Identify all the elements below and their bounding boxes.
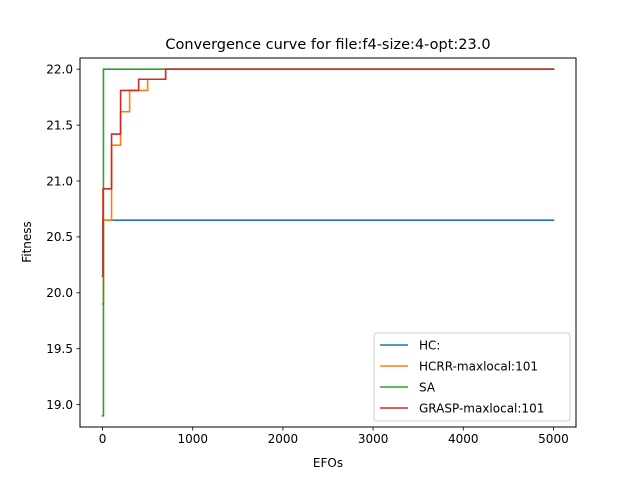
y-tick-label: 19.5 — [46, 342, 73, 356]
legend-label-2: SA — [419, 381, 436, 395]
x-tick-label: 2000 — [268, 432, 299, 446]
legend-label-3: GRASP-maxlocal:101 — [419, 402, 544, 416]
x-tick-label: 3000 — [358, 432, 389, 446]
y-tick-label: 19.0 — [46, 398, 73, 412]
legend: HC: HCRR-maxlocal:101 SA GRASP-maxlocal:101 — [373, 332, 571, 422]
x-tick-label: 5000 — [538, 432, 569, 446]
x-tick-label: 4000 — [448, 432, 479, 446]
y-tick-label: 22.0 — [46, 62, 73, 76]
y-axis: 19.0 19.5 20.0 20.5 21.0 21.5 22.0 — [46, 62, 80, 412]
x-tick-label: 1000 — [177, 432, 208, 446]
legend-label-1: HCRR-maxlocal:101 — [419, 360, 538, 374]
legend-box — [373, 332, 571, 422]
y-tick-label: 21.0 — [46, 174, 73, 188]
y-tick-label: 21.5 — [46, 118, 73, 132]
x-axis: 0 1000 2000 3000 4000 5000 — [99, 427, 569, 446]
y-tick-label: 20.0 — [46, 286, 73, 300]
legend-label-0: HC: — [419, 339, 440, 353]
y-tick-label: 20.5 — [46, 230, 73, 244]
plot-frame — [79, 57, 577, 428]
x-tick-label: 0 — [99, 432, 107, 446]
chart-title: Convergence curve for file:f4-size:4-opt… — [165, 37, 490, 53]
y-axis-label: Fitness — [20, 221, 34, 263]
x-axis-label: EFOs — [313, 456, 343, 470]
series-layer — [101, 68, 555, 417]
series-line-3 — [101, 68, 555, 277]
